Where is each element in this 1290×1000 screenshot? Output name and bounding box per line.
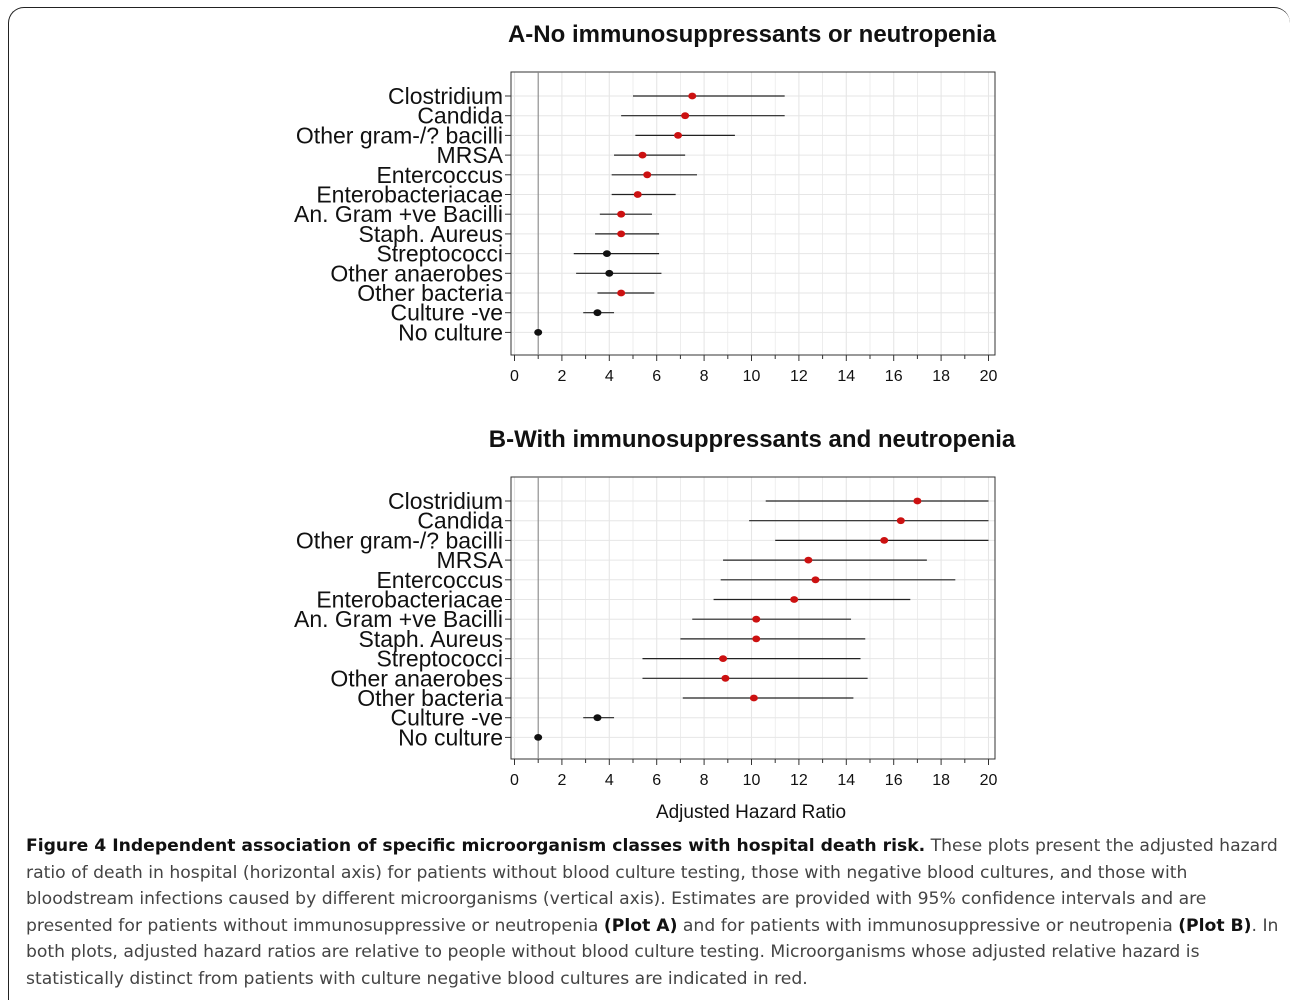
plot-a-category-label: Other anaerobes — [330, 260, 503, 286]
plot-b-title: B-With immunosuppressants and neutropeni… — [489, 426, 1016, 453]
plot-b-estimate-point — [913, 497, 922, 505]
plot-b-category-label: An. Gram +ve Bacilli — [294, 606, 503, 632]
plot-a-x-tick-label: 0 — [510, 368, 519, 385]
plot-b-category-label: Staph. Aureus — [359, 626, 504, 652]
plot-b-estimate-point — [721, 674, 730, 682]
plot-b-estimate-point — [790, 596, 799, 603]
plot-a-x-tick-label: 2 — [557, 368, 566, 385]
plot-a-x-tick-label: 12 — [790, 368, 808, 385]
plot-a-category-label: MRSA — [437, 142, 504, 168]
plot-a-estimate-point — [674, 132, 683, 139]
figure-caption: Figure 4 Independent association of spec… — [26, 833, 1280, 992]
plot-a-title: A-No immunosuppressants or neutropenia — [508, 21, 997, 48]
plot-a-estimate-point — [593, 309, 602, 317]
plot-b-panel-border — [510, 476, 996, 760]
plot-b-estimate-point — [804, 556, 813, 564]
plot-a-category-label: Clostridium — [388, 83, 503, 109]
plot-b-estimate-point — [811, 576, 820, 584]
plot-b-category-label: No culture — [398, 724, 503, 750]
plot-a-estimate-point — [534, 329, 543, 336]
plot-b-estimate-point — [719, 655, 728, 662]
plot-b-x-tick-label: 6 — [652, 772, 661, 789]
plot-a-estimate-point — [617, 210, 626, 218]
plot-b-category-label: Enterobacteriacae — [316, 587, 503, 613]
plot-b-x-tick-label: 12 — [790, 772, 808, 789]
plot-b-x-tick-label: 18 — [932, 772, 950, 789]
caption-label: Figure 4 Independent association of spec… — [26, 836, 926, 856]
plot-a-category-label: Other gram-/? bacilli — [296, 122, 503, 148]
caption-text-3: . In both plots, adjusted hazard ratios … — [26, 915, 1279, 989]
caption-plot-b: (Plot B) — [1178, 915, 1252, 936]
plot-b-estimate-point — [593, 714, 602, 722]
plot-a-category-label: Entercoccus — [376, 162, 503, 188]
plot-b-category-label: Other gram-/? bacilli — [296, 527, 503, 553]
plot-a-x-tick-label: 10 — [743, 368, 761, 385]
plot-a-category-label: Culture -ve — [391, 300, 503, 326]
plot-b-category-label: Streptococci — [376, 646, 503, 672]
plot-a-category-label: Candida — [417, 103, 503, 129]
plot-a-estimate-point — [605, 269, 614, 277]
plot-a-estimate-point — [688, 92, 697, 100]
plot-a-estimate-point — [617, 289, 626, 297]
plot-a-x-tick-label: 8 — [700, 368, 709, 385]
plot-b-category-label: Culture -ve — [391, 705, 503, 731]
caption-text-1: These plots present the adjusted hazard … — [26, 836, 1278, 936]
plot-a-x-tick-label: 20 — [980, 368, 998, 385]
plot-b-estimate-point — [752, 615, 761, 623]
plot-a-category-label: Enterobacteriacae — [316, 182, 503, 208]
plot-b-category-label: Entercoccus — [376, 567, 503, 593]
caption-plot-a: (Plot A) — [603, 915, 678, 936]
plot-a-estimate-point — [643, 171, 652, 179]
plot-b-estimate-point — [534, 734, 543, 741]
plot-b-x-tick-label: 4 — [605, 772, 614, 789]
plot-a-estimate-point — [681, 112, 690, 120]
plot-a-estimate-point — [638, 151, 647, 159]
plot-a-x-tick-label: 16 — [885, 368, 903, 385]
plot-b-estimate-point — [896, 517, 905, 525]
plot-a-category-label: Staph. Aureus — [359, 221, 504, 247]
plot-a-x-tick-label: 14 — [837, 368, 855, 385]
plot-b-category-label: Other bacteria — [357, 685, 503, 711]
plot-b-estimate-point — [880, 537, 889, 544]
plot-b-category-label: Clostridium — [388, 488, 503, 514]
plot-a-category-label: Streptococci — [376, 241, 503, 267]
plot-b-estimate-point — [752, 635, 761, 643]
forest-plots: A-No immunosuppressants or neutropenia 0… — [294, 21, 1016, 823]
caption-text-2: and for patients with immunosuppressive … — [677, 915, 1179, 936]
plot-b-x-axis-title: Adjusted Hazard Ratio — [656, 802, 846, 823]
plot-a-x-tick-label: 18 — [932, 368, 950, 385]
plot-b-x-tick-label: 0 — [510, 772, 519, 789]
plot-a-estimate-point — [602, 250, 611, 257]
plot-a-category-label: An. Gram +ve Bacilli — [294, 201, 503, 227]
plot-b-x-tick-label: 16 — [885, 772, 903, 789]
plot-a-category-label: Other bacteria — [357, 280, 503, 306]
plot-a-category-label: No culture — [398, 319, 503, 345]
plot-b-estimate-point — [749, 694, 758, 702]
plot-b-x-tick-label: 20 — [980, 772, 998, 789]
plot-b-category-label: Candida — [417, 508, 503, 534]
plot-a-estimate-point — [633, 191, 642, 198]
plot-a-estimate-point — [617, 230, 626, 238]
plot-b-x-tick-label: 14 — [837, 772, 855, 789]
plot-a-panel-border — [510, 71, 996, 356]
plot-a-x-tick-label: 6 — [652, 368, 661, 385]
plot-a-x-tick-label: 4 — [605, 368, 614, 385]
plot-b-category-label: MRSA — [437, 547, 504, 573]
plot-b-x-tick-label: 10 — [743, 772, 761, 789]
plot-b-x-tick-label: 2 — [557, 772, 566, 789]
plot-a: 0 2 4 6 8 10 12 14 16 18 20ClostridiumCandidaOther… — [294, 71, 998, 385]
plot-b-x-tick-label: 8 — [700, 772, 709, 789]
plot-b: 0 2 4 6 8 10 12 14 16 18 20 Adjusted Hazard Ratio Cl… — [294, 476, 998, 823]
plot-b-category-label: Other anaerobes — [330, 665, 503, 691]
